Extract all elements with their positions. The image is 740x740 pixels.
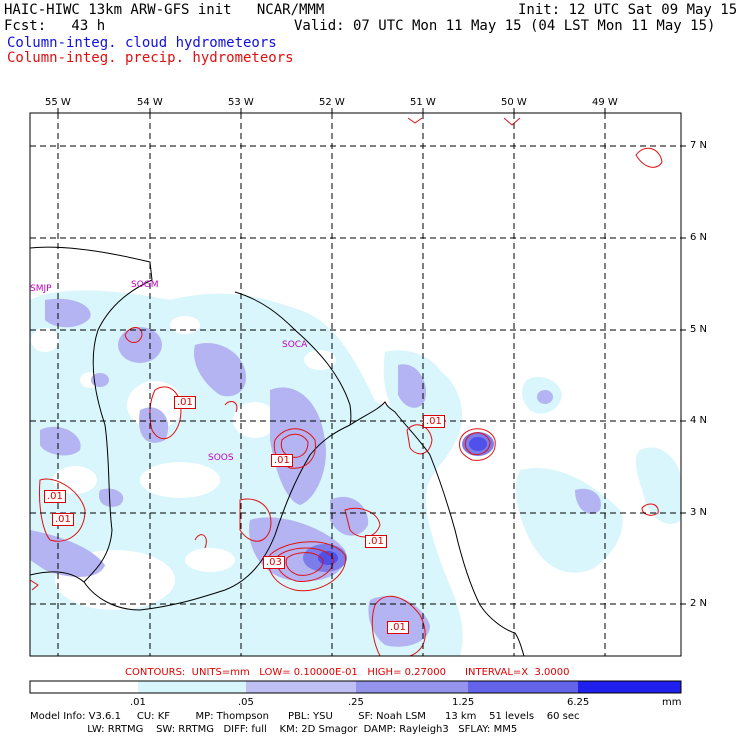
legend-precip: Column-integ. precip. hydrometeors xyxy=(7,50,294,66)
model-info-line2: LW: RRTMG SW: RRTMG DIFF: full KM: 2D Sm… xyxy=(30,724,518,735)
colorbar-tick: .01 xyxy=(130,697,146,708)
station-label: SMJP xyxy=(30,284,52,294)
precip-contours xyxy=(30,117,663,656)
lat-label: 6 N xyxy=(690,232,708,243)
lat-label: 4 N xyxy=(690,415,708,426)
contour-label: .01 xyxy=(52,513,74,526)
lat-label: 3 N xyxy=(690,507,708,518)
lon-label: 53 W xyxy=(228,97,254,108)
lat-lon-grid xyxy=(30,113,681,656)
header-title: HAIC-HIWC 13km ARW-GFS init NCAR/MMM xyxy=(4,2,325,18)
colorbar-tick: 1.25 xyxy=(452,697,475,708)
station-label: SOOS xyxy=(208,453,234,463)
coastlines xyxy=(30,246,525,656)
colorbar-units: mm xyxy=(662,697,682,708)
valid-time: Valid: 07 UTC Mon 11 May 15 (04 LST Mon … xyxy=(294,18,716,34)
colorbar-tick: 6.25 xyxy=(567,697,590,708)
lat-label: 2 N xyxy=(690,598,708,609)
legend-cloud: Column-integ. cloud hydrometeors xyxy=(7,35,277,51)
lat-label: 7 N xyxy=(690,140,708,151)
lon-label: 49 W xyxy=(592,97,618,108)
model-info-line1: Model Info: V3.6.1 CU: KF MP: Thompson P… xyxy=(30,711,580,722)
lon-label: 52 W xyxy=(319,97,345,108)
contour-label: .01 xyxy=(387,621,409,634)
contour-label: .01 xyxy=(423,415,445,428)
lat-label: 5 N xyxy=(690,324,708,335)
contour-label: .03 xyxy=(263,556,285,569)
station-label: SOCA xyxy=(282,340,308,350)
forecast-hour: Fcst: 43 h xyxy=(4,18,106,34)
lon-label: 51 W xyxy=(410,97,436,108)
station-label: SOGM xyxy=(131,280,159,290)
contour-label: .01 xyxy=(365,535,387,548)
colorbar-tick: .05 xyxy=(238,697,254,708)
lon-label: 54 W xyxy=(137,97,163,108)
lon-label: 50 W xyxy=(501,97,527,108)
contour-label: .01 xyxy=(271,454,293,467)
contour-label: .01 xyxy=(174,396,196,409)
contour-label: .01 xyxy=(44,490,66,503)
cloud-field-medium xyxy=(30,298,601,647)
lon-label: 55 W xyxy=(45,97,71,108)
colorbar-tick: .25 xyxy=(348,697,364,708)
init-time: Init: 12 UTC Sat 09 May 15 xyxy=(518,2,738,18)
contour-info: CONTOURS: UNITS=mm LOW= 0.10000E-01 HIGH… xyxy=(125,667,570,678)
colorbar xyxy=(29,680,682,694)
